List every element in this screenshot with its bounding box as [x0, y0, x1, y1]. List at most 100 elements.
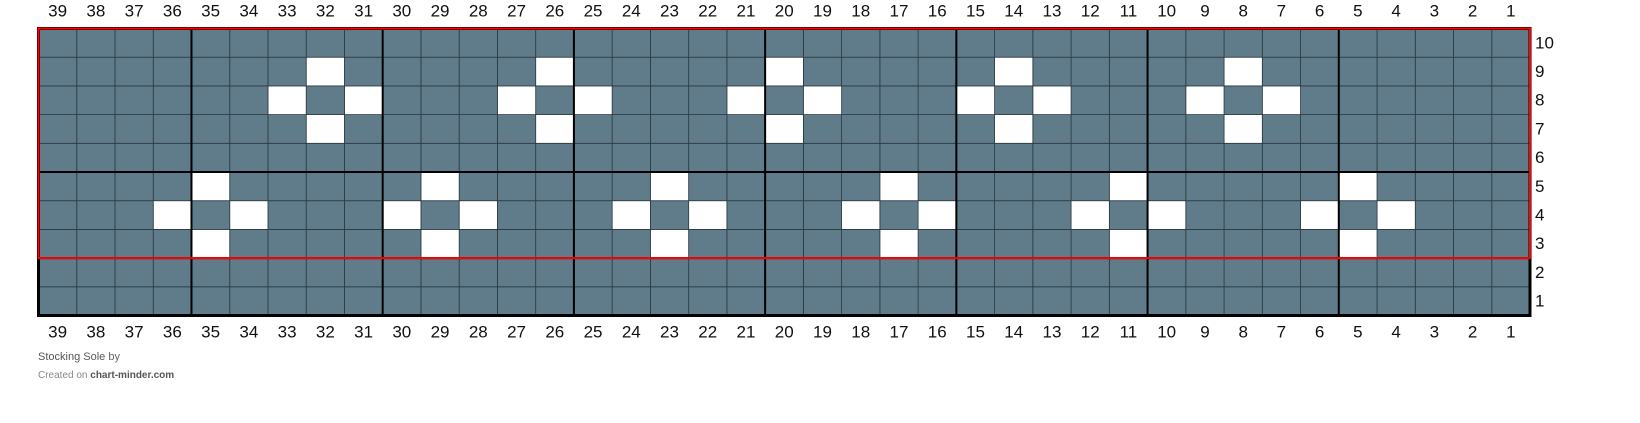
background-stitch-cell: [1185, 56, 1225, 87]
background-stitch-cell: [611, 286, 651, 316]
background-stitch-cell: [802, 228, 843, 259]
column-label-bottom: 12: [1081, 322, 1100, 341]
background-stitch-cell: [611, 85, 651, 116]
background-stitch-cell: [573, 286, 613, 316]
background-stitch-cell: [1376, 114, 1416, 144]
column-label-top: 17: [890, 1, 909, 20]
background-stitch-cell: [955, 142, 995, 173]
background-stitch-cell: [420, 85, 460, 116]
background-stitch-cell: [726, 228, 766, 259]
column-label-top: 36: [163, 1, 182, 20]
pattern-stitch-cell: [994, 56, 1034, 87]
pattern-stitch-cell: [305, 114, 345, 144]
column-label-bottom: 14: [1004, 322, 1023, 341]
background-stitch-cell: [1491, 200, 1531, 230]
background-stitch-cell: [1261, 28, 1301, 58]
background-stitch-cell: [1453, 200, 1493, 230]
background-stitch-cell: [1223, 171, 1263, 202]
row-label: 2: [1535, 263, 1544, 282]
column-label-bottom: 36: [163, 322, 182, 341]
site-link[interactable]: chart-minder.com: [90, 370, 175, 381]
background-stitch-cell: [152, 228, 192, 259]
background-stitch-cell: [267, 142, 307, 173]
column-label-bottom: 20: [775, 322, 794, 341]
pattern-stitch-cell: [955, 85, 995, 116]
background-stitch-cell: [688, 228, 728, 259]
background-stitch-cell: [1491, 28, 1531, 58]
column-label-top: 28: [469, 1, 488, 20]
background-stitch-cell: [879, 286, 919, 316]
column-label-top: 27: [507, 1, 526, 20]
chart-title-line: Stocking Sole by: [38, 351, 120, 363]
background-stitch-cell: [1300, 257, 1340, 288]
column-label-bottom: 21: [737, 322, 756, 341]
background-stitch-cell: [38, 286, 78, 316]
background-stitch-cell: [802, 56, 843, 87]
background-stitch-cell: [688, 171, 728, 202]
background-stitch-cell: [726, 28, 766, 58]
background-stitch-cell: [994, 142, 1034, 173]
background-stitch-cell: [420, 142, 460, 173]
background-stitch-cell: [114, 56, 154, 87]
column-label-top: 23: [660, 1, 679, 20]
background-stitch-cell: [497, 56, 537, 87]
background-stitch-cell: [1414, 228, 1454, 259]
background-stitch-cell: [649, 85, 690, 116]
background-stitch-cell: [1070, 114, 1110, 144]
column-label-bottom: 25: [584, 322, 603, 341]
background-stitch-cell: [1376, 85, 1416, 116]
column-label-bottom: 26: [545, 322, 564, 341]
background-stitch-cell: [1070, 286, 1110, 316]
background-stitch-cell: [1108, 56, 1148, 87]
pattern-stitch-cell: [382, 200, 422, 230]
background-stitch-cell: [1414, 286, 1454, 316]
background-stitch-cell: [726, 56, 766, 87]
background-stitch-cell: [535, 228, 575, 259]
background-stitch-cell: [1032, 114, 1072, 144]
pattern-stitch-cell: [1338, 171, 1378, 202]
background-stitch-cell: [917, 171, 957, 202]
background-stitch-cell: [114, 286, 154, 316]
pattern-stitch-cell: [305, 56, 345, 87]
background-stitch-cell: [1491, 85, 1531, 116]
background-stitch-cell: [573, 200, 613, 230]
background-stitch-cell: [458, 114, 498, 144]
background-stitch-cell: [76, 28, 116, 58]
background-stitch-cell: [305, 286, 345, 316]
background-stitch-cell: [1261, 200, 1301, 230]
background-stitch-cell: [267, 28, 307, 58]
background-stitch-cell: [344, 257, 384, 288]
background-stitch-cell: [38, 142, 78, 173]
column-label-bottom: 24: [622, 322, 641, 341]
background-stitch-cell: [1032, 257, 1072, 288]
pattern-stitch-cell: [1108, 171, 1148, 202]
background-stitch-cell: [764, 142, 804, 173]
background-stitch-cell: [688, 257, 728, 288]
background-stitch-cell: [611, 142, 651, 173]
background-stitch-cell: [420, 56, 460, 87]
pattern-stitch-cell: [841, 200, 881, 230]
background-stitch-cell: [1070, 228, 1110, 259]
background-stitch-cell: [688, 114, 728, 144]
background-stitch-cell: [267, 200, 307, 230]
background-stitch-cell: [1261, 171, 1301, 202]
background-stitch-cell: [114, 85, 154, 116]
pattern-stitch-cell: [1108, 228, 1148, 259]
background-stitch-cell: [917, 114, 957, 144]
background-stitch-cell: [764, 257, 804, 288]
background-stitch-cell: [994, 286, 1034, 316]
column-label-top: 4: [1391, 1, 1400, 20]
background-stitch-cell: [879, 200, 919, 230]
background-stitch-cell: [841, 286, 881, 316]
background-stitch-cell: [649, 56, 690, 87]
background-stitch-cell: [38, 257, 78, 288]
column-label-bottom: 33: [278, 322, 297, 341]
background-stitch-cell: [1338, 114, 1378, 144]
background-stitch-cell: [1453, 56, 1493, 87]
background-stitch-cell: [1032, 56, 1072, 87]
background-stitch-cell: [305, 142, 345, 173]
background-stitch-cell: [1376, 257, 1416, 288]
background-stitch-cell: [1414, 28, 1454, 58]
background-stitch-cell: [535, 28, 575, 58]
pattern-stitch-cell: [611, 200, 651, 230]
